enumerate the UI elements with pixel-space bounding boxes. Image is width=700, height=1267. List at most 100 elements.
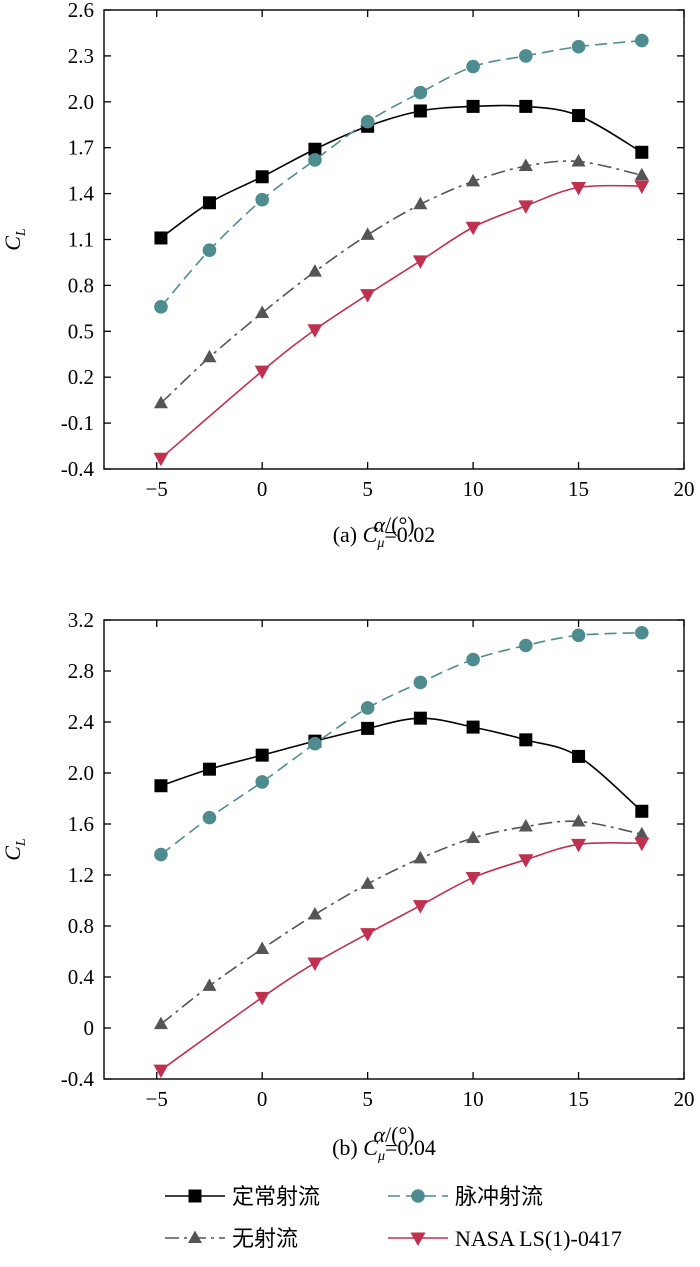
y-tick-label: -0.4: [61, 457, 95, 481]
series-2-point: [571, 813, 586, 827]
series-line-3: [160, 842, 642, 1071]
plot-frame: [103, 9, 685, 470]
legend-label-0: 定常射流: [232, 1184, 320, 1209]
series-1-point: [202, 810, 217, 825]
legend-label-3: NASA LS(1)-0417: [455, 1226, 622, 1251]
series-0-point: [154, 779, 168, 793]
series-3-point: [465, 872, 481, 886]
x-tick-label: 5: [362, 477, 373, 501]
x-tick-label: 15: [568, 477, 589, 501]
series-0-point: [572, 109, 586, 123]
series-0-point: [635, 145, 649, 159]
series-3-point: [412, 900, 428, 914]
x-tick-label: 15: [568, 1087, 589, 1111]
series-1-point: [635, 625, 649, 640]
series-1-point: [202, 243, 217, 258]
y-tick-label: 1.6: [68, 812, 94, 836]
y-tick-label: 2.0: [68, 90, 94, 114]
series-0-point: [202, 762, 216, 776]
series-line-0: [160, 717, 643, 812]
series-1-point: [360, 701, 375, 715]
y-tick-label: 0.4: [68, 965, 95, 989]
panel-caption: (a) Cμ=0.02: [333, 522, 436, 551]
chart-panel-a: −5 0 5 10 15 20 -0.4 -0.1 0.2 0.5 0.8 1.1 1.4 1.7 2.0 2…: [0, 0, 695, 551]
series-3-point: [465, 221, 481, 236]
series-1-point: [308, 153, 322, 167]
series-3-point: [571, 181, 587, 196]
series-2-point: [307, 907, 322, 920]
series-2-point: [413, 850, 428, 864]
x-tick-label: 20: [674, 477, 695, 501]
legend-label-1: 脉冲射流: [455, 1184, 543, 1209]
series-line-1: [160, 631, 642, 856]
series-3-point: [518, 200, 534, 214]
series-1-point: [154, 847, 168, 862]
series-0-point: [519, 733, 533, 747]
series-3-point: [571, 838, 587, 853]
series-1-point: [154, 300, 168, 314]
series-3-point: [518, 854, 534, 868]
series-2-point: [634, 826, 649, 840]
series-3-point: [307, 324, 323, 338]
x-tick-label: 10: [463, 1087, 484, 1111]
series-3-point: [254, 991, 270, 1006]
series-1-point: [519, 638, 533, 653]
series-2-point: [466, 830, 481, 844]
panel-caption: (b) Cμ=0.04: [332, 1135, 436, 1164]
plot-frame: [103, 619, 685, 1080]
series-line-0: [160, 104, 643, 239]
series-1-point: [413, 85, 428, 100]
series-0-point: [413, 104, 427, 118]
y-tick-label: 0.8: [68, 914, 94, 938]
series-3-point: [634, 837, 650, 852]
x-axis-label: α/(°): [373, 512, 414, 537]
series-1-point: [255, 775, 269, 789]
series-3-point: [307, 957, 323, 971]
y-axis-label: CL: [0, 838, 29, 861]
series-2-point: [571, 153, 586, 167]
series-0-point: [154, 231, 168, 245]
series-1-point: [360, 114, 375, 129]
legend-marker-2: [188, 1230, 202, 1243]
y-tick-label: 0.8: [68, 273, 94, 297]
series-2-point: [413, 196, 428, 210]
series-3-point: [153, 452, 169, 467]
y-tick-label: 1.2: [68, 863, 94, 887]
y-tick-label: 0: [84, 1016, 95, 1040]
series-2-point: [202, 349, 217, 363]
y-tick-label: 2.3: [68, 44, 94, 68]
series-0-point: [519, 99, 533, 113]
y-tick-label: 1.4: [68, 182, 95, 206]
series-0-point: [202, 196, 216, 210]
series-1-point: [466, 59, 480, 74]
x-tick-label: 10: [463, 477, 484, 501]
series-0-point: [308, 142, 322, 156]
series-3-point: [412, 255, 428, 269]
series-3-point: [634, 180, 650, 194]
series-1-point: [308, 736, 322, 751]
y-tick-label: 0.2: [68, 365, 94, 389]
y-tick-label: 2.0: [68, 761, 94, 785]
x-tick-label: 0: [257, 1087, 268, 1111]
x-tick-label: 20: [674, 1087, 695, 1111]
series-1-point: [466, 652, 480, 667]
series-0-point: [361, 721, 375, 735]
x-tick-label: −5: [146, 477, 168, 501]
y-tick-label: -0.4: [61, 1067, 95, 1091]
series-0-point: [572, 749, 586, 763]
y-tick-label: 0.5: [68, 319, 94, 343]
series-2-point: [466, 173, 481, 187]
series-2-point: [518, 819, 533, 832]
legend-marker-1: [411, 1189, 425, 1203]
x-tick-label: 0: [257, 477, 268, 501]
series-2-point: [518, 158, 533, 172]
series-3-point: [254, 365, 270, 380]
y-tick-label: 1.1: [68, 228, 94, 252]
series-2-point: [360, 876, 375, 889]
y-tick-label: 2.8: [68, 659, 94, 683]
chart-panel-b: −5 0 5 10 15 20 -0.4 0 0.4 0.8 1.2 1.6 2.0 2.4 2.8 3.2 C…: [0, 608, 695, 1164]
x-axis-label: α/(°): [373, 1122, 414, 1147]
y-axis-label: CL: [0, 228, 29, 251]
